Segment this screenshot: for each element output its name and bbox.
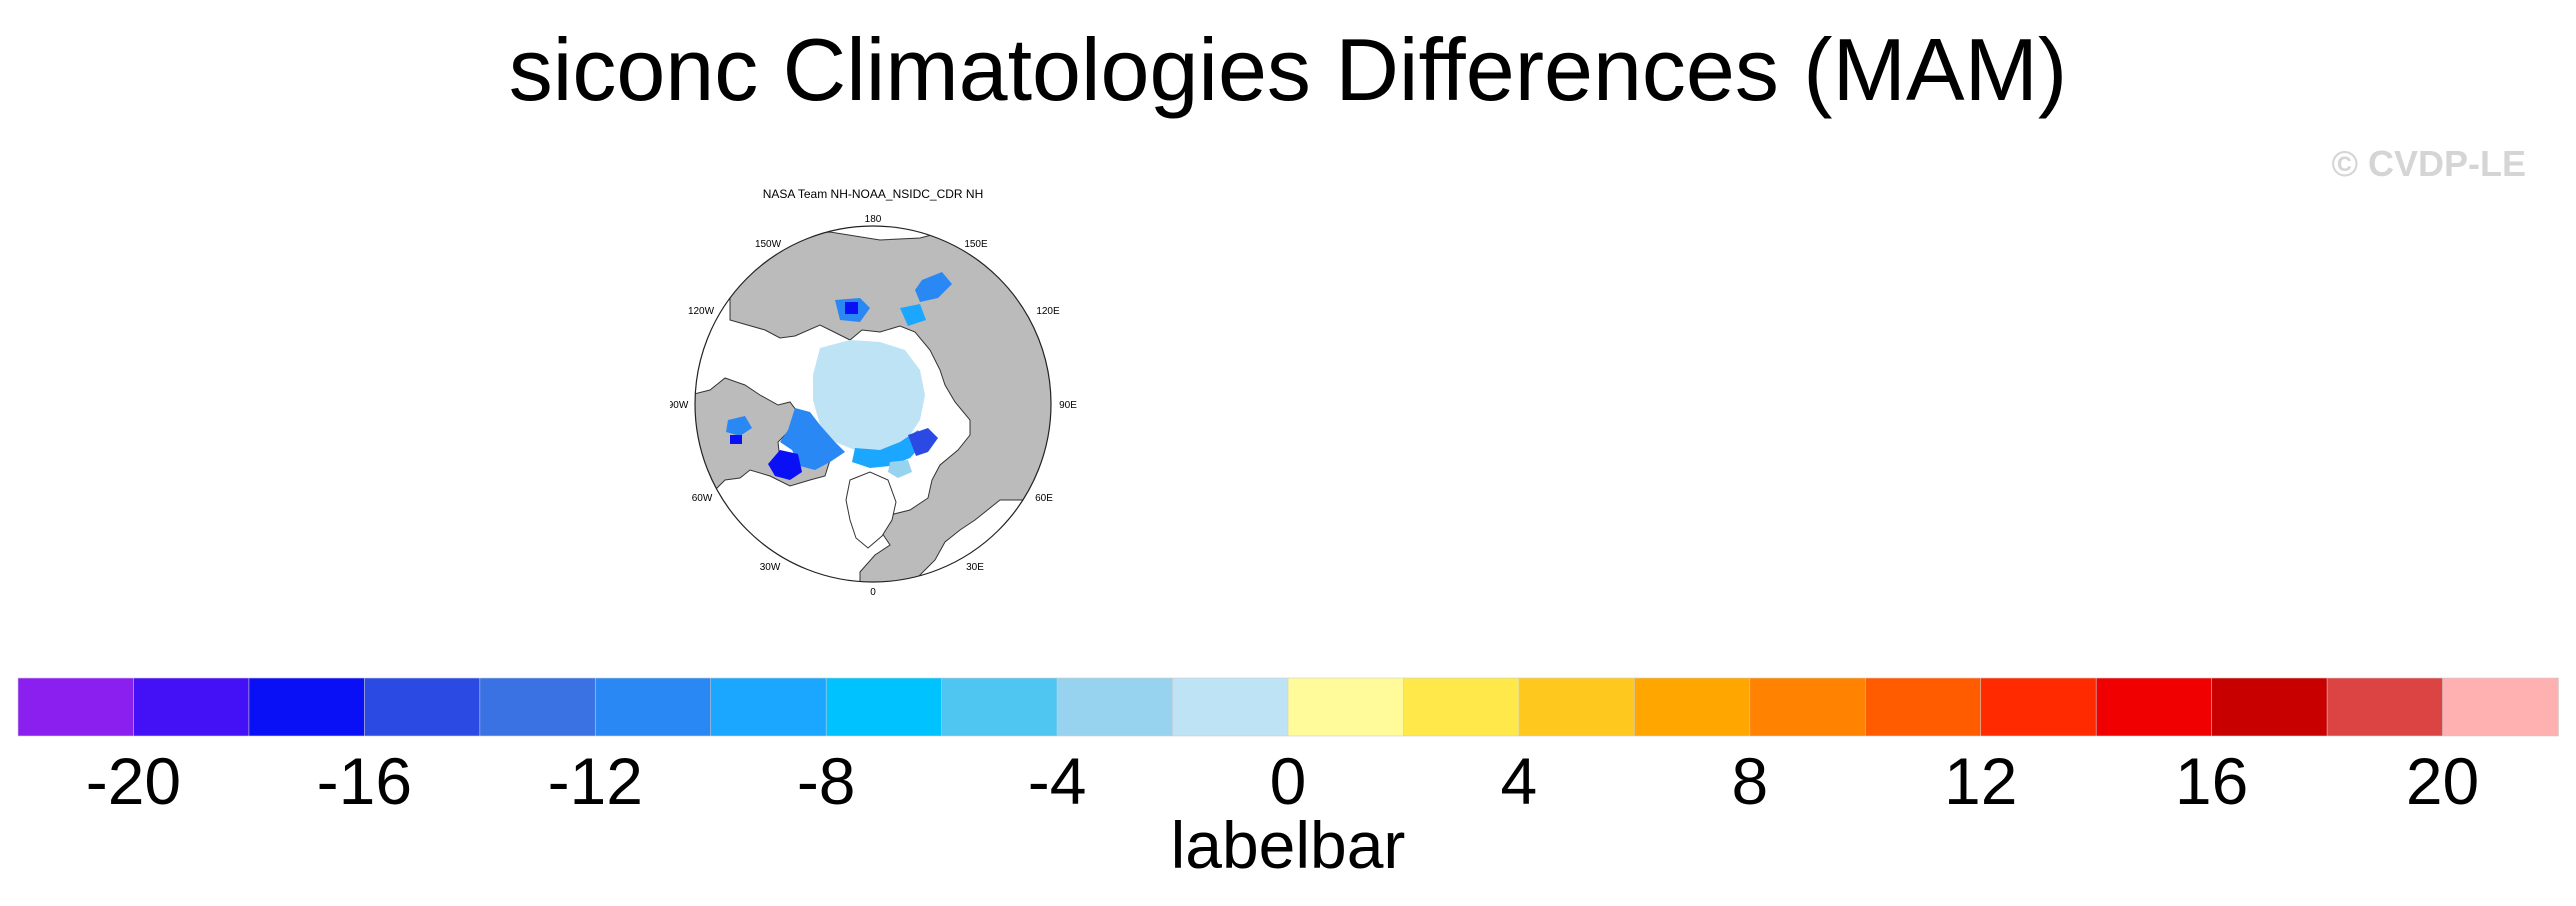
lon-label-0: 0 [870, 587, 876, 598]
colorbar-tick-label: -20 [86, 744, 181, 818]
lon-label-90e: 90E [1059, 400, 1077, 411]
polar-map: NASA Team NH-NOAA_NSIDC_CDR NH [670, 187, 1077, 598]
lon-label-60w: 60W [692, 493, 713, 504]
field-near-zero [813, 340, 925, 452]
colorbar-box [248, 677, 366, 737]
colorbar-box [941, 677, 1058, 737]
colorbar-tick-label: 0 [1270, 744, 1307, 818]
colorbar-svg: -20 -16 -12 -8 -4 0 4 8 12 16 20 labelbar [17, 677, 2559, 882]
colorbar-tick-label: 8 [1731, 744, 1768, 818]
longitude-labels: 180 150E 120E 90E 60E 30E 0 30W 60W 90W … [670, 214, 1077, 598]
lon-label-90w: 90W [670, 400, 689, 411]
lon-label-180: 180 [865, 214, 882, 225]
colorbar-title: labelbar [1171, 808, 1406, 882]
colorbar-box [710, 677, 827, 737]
map-boundary [694, 225, 1052, 583]
colorbar-box [1056, 677, 1174, 737]
colorbar-box [1172, 677, 1289, 737]
colorbar-box [1634, 677, 1751, 737]
watermark: © CVDP-LE [2331, 143, 2526, 184]
colorbar-box [1403, 677, 1520, 737]
colorbar-box [1864, 677, 1982, 737]
colorbar-tick-label: 20 [2406, 744, 2479, 818]
field-patch-barents [908, 428, 938, 456]
lon-label-30e: 30E [966, 562, 984, 573]
colorbar-tick-label: -8 [797, 744, 856, 818]
map-field [695, 226, 1051, 582]
colorbar-box [364, 677, 481, 737]
field-patch-baffin [852, 430, 925, 468]
lon-label-150e: 150E [964, 239, 988, 250]
colorbar-tick-label: 16 [2175, 744, 2248, 818]
colorbar-tick-label: -12 [548, 744, 643, 818]
colorbar-box [1287, 677, 1405, 737]
colorbar-box [133, 677, 250, 737]
lon-label-120w: 120W [688, 306, 715, 317]
colorbar: -20 -16 -12 -8 -4 0 4 8 12 16 20 labelbar [0, 668, 2576, 906]
colorbar-tick-labels: -20 -16 -12 -8 -4 0 4 8 12 16 20 [86, 744, 2479, 818]
colorbar-box [825, 677, 943, 737]
colorbar-tick-label: 4 [1501, 744, 1538, 818]
field-patch-greenland-sea [888, 460, 912, 478]
colorbar-tick-label: 12 [1944, 744, 2017, 818]
colorbar-box [2326, 677, 2444, 737]
lon-label-150w: 150W [755, 239, 782, 250]
field-patch-alaska [726, 416, 752, 436]
field-patch-alaska-core [730, 435, 742, 444]
field-patch-kamchatka [900, 304, 926, 326]
colorbar-box [479, 677, 597, 737]
field-patch-bering-core [845, 302, 858, 314]
land-eurasia [729, 226, 1051, 582]
colorbar-tick-label: -16 [317, 744, 412, 818]
colorbar-tick-label: -4 [1028, 744, 1087, 818]
colorbar-box [2095, 677, 2213, 737]
colorbar-box [1749, 677, 1867, 737]
colorbar-box [594, 677, 712, 737]
map-panel: NASA Team NH-NOAA_NSIDC_CDR NH [670, 180, 1090, 610]
colorbar-box [17, 677, 135, 737]
lon-label-30w: 30W [760, 562, 781, 573]
colorbar-box [1980, 677, 2097, 737]
colorbar-box [2211, 677, 2328, 737]
figure-title: siconc Climatologies Differences (MAM) [508, 20, 2068, 119]
field-patch-labrador [768, 450, 802, 480]
lon-label-60e: 60E [1035, 493, 1053, 504]
land-greenland [845, 471, 897, 549]
panel-title: NASA Team NH-NOAA_NSIDC_CDR NH [763, 187, 984, 201]
colorbar-box [1518, 677, 1636, 737]
colorbar-boxes [17, 677, 2559, 737]
lon-label-120e: 120E [1036, 306, 1060, 317]
colorbar-box [2442, 677, 2559, 737]
field-patch-okhotsk [915, 272, 952, 302]
